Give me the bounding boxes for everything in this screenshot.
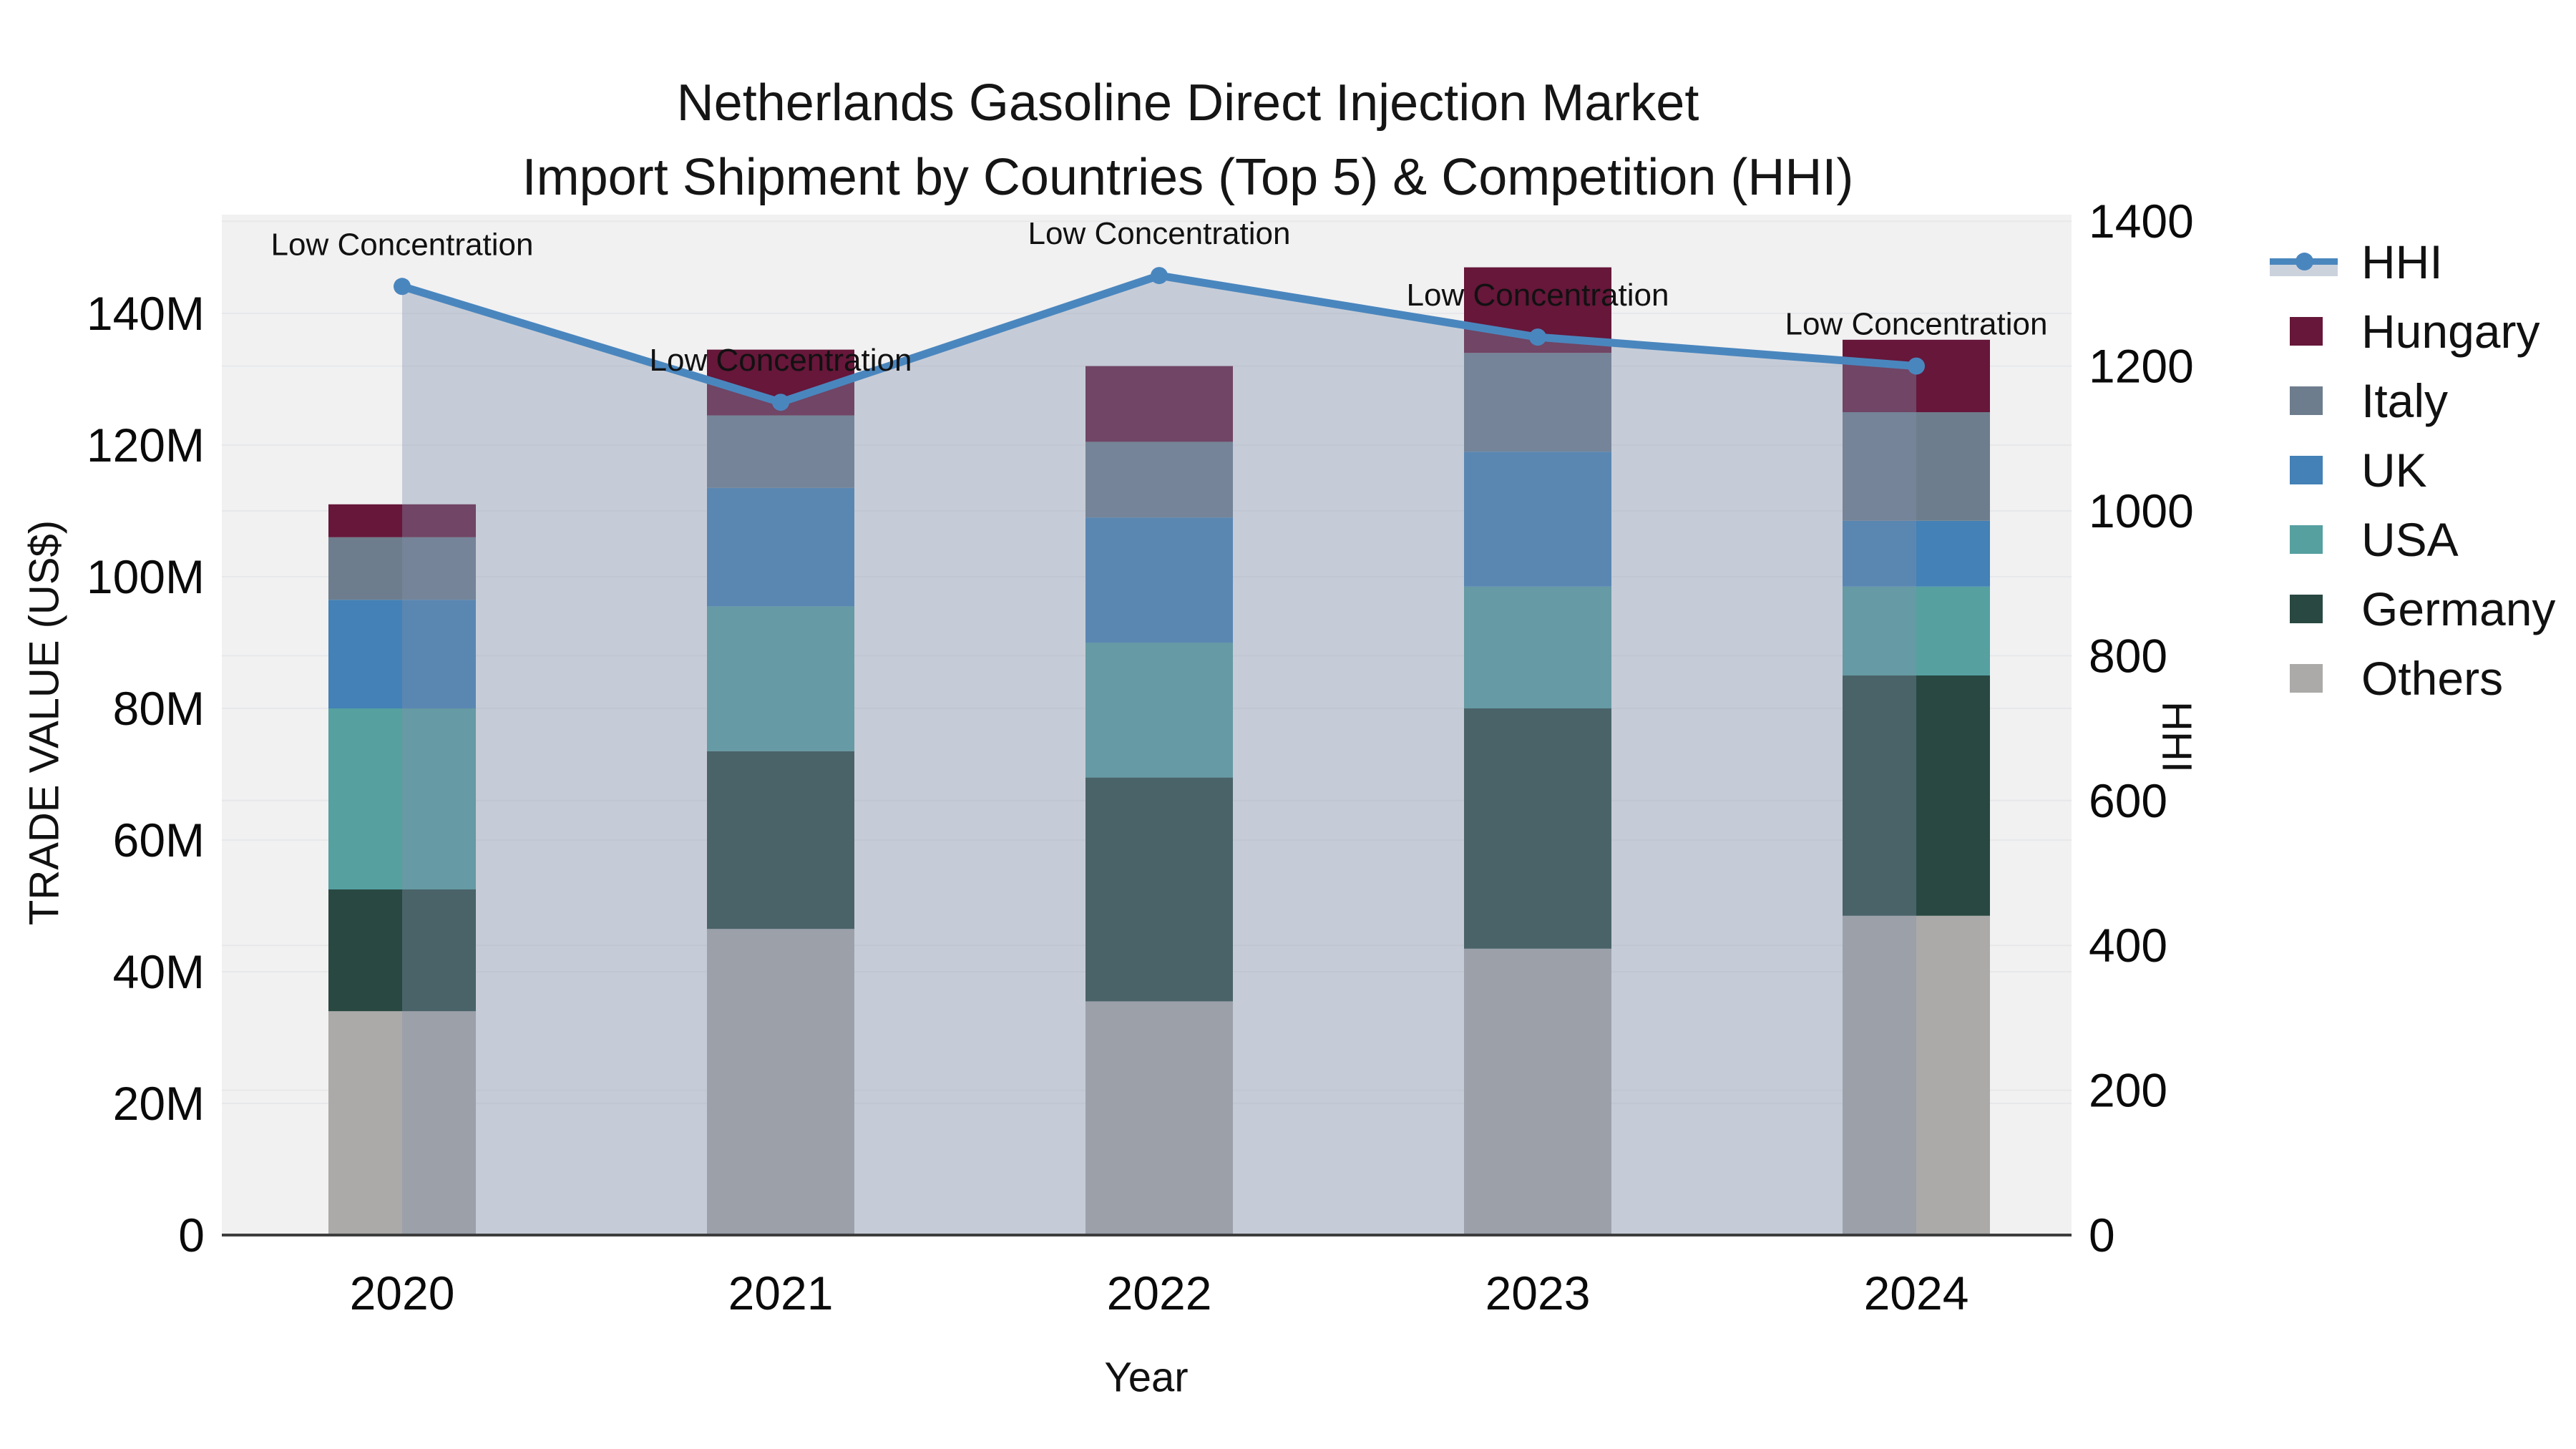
x-tick-label-2021: 2021 [728,1267,834,1319]
y-left-tick-label: 20M [113,1077,205,1130]
bar-segment-2024-others[interactable] [1843,915,1990,1235]
y-left-tick-label: 40M [113,945,205,998]
legend-label-uk: UK [2361,443,2427,497]
x-axis-title: Year [1104,1354,1189,1401]
bar-segment-2020-uk[interactable] [328,600,476,708]
hhi-marker-2023[interactable] [1529,328,1546,346]
legend-item-hhi[interactable]: HHI [2270,227,2555,296]
y-right-tick-label: 0 [2089,1209,2115,1262]
hhi-marker-2024[interactable] [1908,357,1925,375]
bar-segment-2022-usa[interactable] [1085,643,1233,778]
legend-label-usa: USA [2361,512,2459,566]
y-left-tick-label: 0 [178,1209,205,1262]
legend-label-germany: Germany [2361,582,2556,635]
x-tick-label-2020: 2020 [350,1267,455,1319]
bar-segment-2020-italy[interactable] [328,537,476,600]
annotation-low-concentration: Low Concentration [271,227,534,262]
bar-segment-2022-italy[interactable] [1085,441,1233,518]
legend-swatch-italy [2290,386,2323,415]
bar-segment-2020-others[interactable] [328,1011,476,1235]
legend-label-others: Others [2361,651,2504,705]
legend-item-usa[interactable]: USA [2270,504,2555,574]
legend-item-others[interactable]: Others [2270,643,2555,713]
y-left-tick-label: 120M [87,419,205,472]
chart-title: Netherlands Gasoline Direct Injection Ma… [0,66,2376,215]
legend-item-germany[interactable]: Germany [2270,574,2555,643]
bar-segment-2023-usa[interactable] [1464,586,1611,708]
y-right-tick-label: 200 [2089,1064,2167,1117]
chart-title-line2: Import Shipment by Countries (Top 5) & C… [522,149,1854,206]
legend-label-hhi: HHI [2361,235,2443,288]
y-right-tick-label: 600 [2089,774,2167,827]
legend-swatch-uk [2290,455,2323,484]
hhi-line-icon [2270,227,2338,296]
legend-label-italy: Italy [2361,374,2449,427]
bar-segment-2020-hungary[interactable] [328,504,476,537]
annotation-low-concentration: Low Concentration [1028,216,1291,251]
legend-swatch-usa [2290,525,2323,554]
annotation-low-concentration: Low Concentration [1785,307,2048,342]
x-tick-label-2022: 2022 [1107,1267,1212,1319]
bar-segment-2020-germany[interactable] [328,889,476,1012]
y-right-tick-label: 400 [2089,919,2167,972]
bar-segment-2024-germany[interactable] [1843,675,1990,916]
hhi-marker-2022[interactable] [1151,267,1168,285]
chart-title-line1: Netherlands Gasoline Direct Injection Ma… [676,74,1699,132]
y-left-tick-label: 60M [113,814,205,867]
bar-segment-2021-uk[interactable] [707,487,854,607]
y-left-tick-label: 140M [87,287,205,340]
bar-segment-2022-germany[interactable] [1085,777,1233,1002]
bar-segment-2020-usa[interactable] [328,708,476,889]
x-tick-label-2023: 2023 [1485,1267,1591,1319]
y-left-tick-label: 100M [87,550,205,603]
legend-item-uk[interactable]: UK [2270,435,2555,504]
y-right-tick-label: 1200 [2089,340,2194,393]
y-right-tick-label: 800 [2089,629,2167,682]
bar-segment-2021-others[interactable] [707,929,854,1235]
legend-item-hungary[interactable]: Hungary [2270,296,2555,366]
legend-item-italy[interactable]: Italy [2270,366,2555,435]
bar-segment-2023-others[interactable] [1464,948,1611,1235]
legend-swatch-others [2290,663,2323,693]
legend: HHI Hungary Italy UK USA Germany Others [2270,227,2555,713]
legend-label-hungary: Hungary [2361,304,2540,358]
bar-segment-2024-italy[interactable] [1843,412,1990,521]
bar-segment-2021-germany[interactable] [707,751,854,930]
hhi-area-fill [402,275,1916,1236]
hhi-marker-2021[interactable] [772,394,789,411]
x-tick-label-2024: 2024 [1864,1267,1969,1319]
bar-segment-2022-hungary[interactable] [1085,366,1233,442]
bar-segment-2023-germany[interactable] [1464,708,1611,949]
bar-segment-2024-hungary[interactable] [1843,339,1990,412]
bar-segment-2023-italy[interactable] [1464,353,1611,452]
y-right-tick-label: 1400 [2089,195,2194,248]
bar-segment-2021-usa[interactable] [707,606,854,751]
hhi-marker-2020[interactable] [394,278,411,296]
legend-swatch-hungary [2290,316,2323,346]
y-right-tick-label: 1000 [2089,484,2194,537]
annotation-low-concentration: Low Concentration [1407,278,1669,313]
bar-segment-2022-uk[interactable] [1085,517,1233,643]
bar-segment-2024-uk[interactable] [1843,520,1990,587]
y-left-tick-label: 80M [113,682,205,735]
bar-segment-2022-others[interactable] [1085,1001,1233,1235]
bar-segment-2023-uk[interactable] [1464,452,1611,587]
legend-swatch-germany [2290,594,2323,623]
annotation-low-concentration: Low Concentration [650,343,912,378]
bar-segment-2024-usa[interactable] [1843,586,1990,675]
bar-segment-2021-italy[interactable] [707,415,854,488]
